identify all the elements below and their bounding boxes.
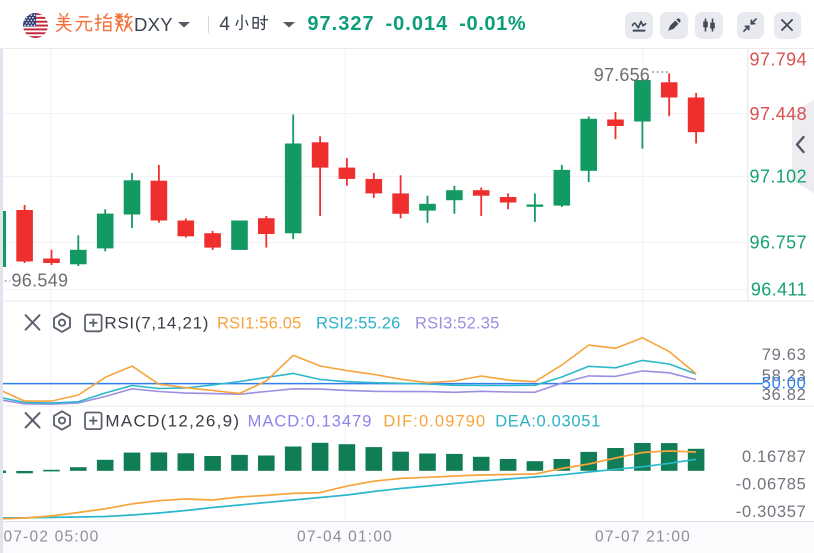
svg-text:DEA:0.03051: DEA:0.03051 xyxy=(495,412,601,430)
svg-text:97.656: 97.656 xyxy=(594,65,650,85)
svg-text:07-04 01:00: 07-04 01:00 xyxy=(297,529,393,546)
svg-text:97.448: 97.448 xyxy=(750,104,807,124)
svg-text:RSI1:56.05: RSI1:56.05 xyxy=(217,315,302,333)
svg-text:MACD:0.13479: MACD:0.13479 xyxy=(248,412,373,430)
svg-text:RSI(7,14,21): RSI(7,14,21) xyxy=(104,314,209,333)
svg-text:DIF:0.09790: DIF:0.09790 xyxy=(383,412,486,430)
svg-text:RSI3:52.35: RSI3:52.35 xyxy=(415,315,500,333)
svg-text:-0.06785: -0.06785 xyxy=(736,476,807,494)
svg-text:MACD(12,26,9): MACD(12,26,9) xyxy=(105,411,240,430)
svg-text:07-07 21:00: 07-07 21:00 xyxy=(595,529,691,546)
svg-text:97.794: 97.794 xyxy=(750,50,807,70)
svg-text:97.102: 97.102 xyxy=(750,167,807,187)
svg-text:0.16787: 0.16787 xyxy=(742,448,807,466)
svg-text:79.63: 79.63 xyxy=(762,346,807,364)
svg-text:96.549: 96.549 xyxy=(12,271,69,291)
svg-text:RSI2:55.26: RSI2:55.26 xyxy=(316,315,401,333)
svg-text:50.00: 50.00 xyxy=(762,375,807,393)
svg-text:-0.30357: -0.30357 xyxy=(736,503,807,521)
svg-text:96.411: 96.411 xyxy=(751,280,807,300)
svg-text:36.82: 36.82 xyxy=(762,386,807,404)
svg-text:58.23: 58.23 xyxy=(762,367,807,385)
svg-text:96.757: 96.757 xyxy=(750,232,807,252)
svg-text:07-02 05:00: 07-02 05:00 xyxy=(4,529,100,546)
